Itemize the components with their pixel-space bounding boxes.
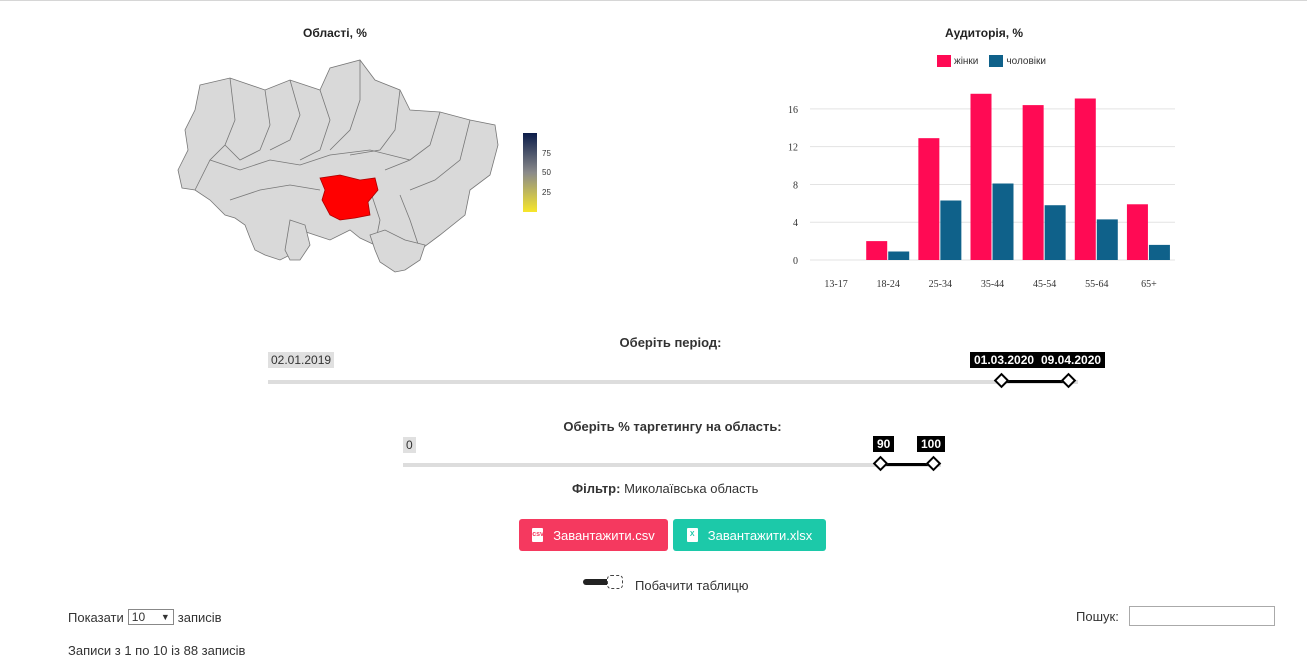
bar-men	[888, 251, 910, 260]
download-csv-button[interactable]: csv Завантажити.csv	[519, 519, 668, 551]
legend-tick: 50	[542, 168, 551, 177]
legend-tick: 25	[542, 188, 551, 197]
x-tick-label: 25-34	[929, 279, 952, 290]
table-info: Записи з 1 по 10 із 88 записів	[68, 643, 246, 658]
ukraine-map[interactable]	[170, 50, 530, 290]
bar-men	[1044, 205, 1066, 260]
period-to-handle[interactable]	[1060, 372, 1077, 389]
targeting-from-handle[interactable]	[872, 455, 889, 472]
bar-men	[940, 200, 962, 260]
toggle-knob	[607, 575, 623, 589]
bar-women	[1074, 98, 1096, 260]
search-input[interactable]	[1129, 606, 1275, 626]
legend-label-women: жінки	[954, 55, 979, 67]
bar-women	[918, 138, 940, 260]
map-title: Області, %	[303, 26, 367, 40]
legend-tick: 75	[542, 149, 551, 158]
legend-swatch-women	[937, 55, 951, 67]
search-label: Пошук:	[1076, 609, 1119, 624]
download-xlsx-label: Завантажити.xlsx	[707, 527, 813, 543]
x-tick-label: 55-64	[1085, 279, 1108, 290]
legend-label-men: чоловіки	[1006, 55, 1046, 67]
x-tick-label: 65+	[1141, 279, 1157, 290]
chart-title: Аудиторія, %	[945, 26, 1024, 40]
filter-value: Миколаївська область	[624, 481, 759, 496]
bar-women	[866, 241, 888, 260]
y-tick-label: 12	[788, 143, 798, 154]
x-tick-label: 45-54	[1033, 279, 1056, 290]
bar-women	[1022, 105, 1044, 260]
period-from-label: 01.03.2020	[970, 352, 1039, 368]
bar-women	[970, 93, 992, 261]
bar-men	[992, 183, 1014, 260]
targeting-track[interactable]	[403, 463, 941, 467]
map-region	[177, 59, 499, 261]
map-region-selected	[319, 174, 379, 221]
show-suffix: записів	[177, 609, 222, 625]
y-tick-label: 16	[788, 105, 798, 116]
x-tick-label: 35-44	[981, 279, 1004, 290]
targeting-from-label: 90	[873, 436, 895, 452]
download-csv-label: Завантажити.csv	[553, 527, 655, 543]
bar-men	[1148, 244, 1170, 260]
top-divider	[0, 0, 1307, 1]
period-track[interactable]	[268, 380, 1078, 384]
show-prefix: Показати	[68, 609, 124, 625]
toggle-label: Побачити таблицю	[635, 578, 749, 593]
table-toggle[interactable]	[583, 575, 627, 589]
y-tick-label: 8	[793, 180, 798, 191]
x-tick-label: 13-17	[824, 279, 847, 290]
period-selection	[1003, 380, 1070, 383]
filter-label: Фільтр:	[572, 481, 621, 496]
y-tick-label: 4	[793, 218, 798, 229]
period-min-label: 02.01.2019	[268, 352, 335, 368]
targeting-label: Оберіть % таргетингу на область:	[563, 419, 782, 434]
page-size-control: Показати 10 ▼ записів	[68, 609, 222, 625]
targeting-min-label: 0	[403, 437, 416, 453]
map-color-legend: 75 50 25	[523, 133, 551, 212]
targeting-selection	[882, 463, 935, 466]
page-size-value: 10	[131, 610, 146, 624]
file-excel-icon: X	[686, 528, 698, 542]
map-region	[284, 219, 311, 261]
toggle-track	[583, 579, 621, 585]
period-label: Оберіть період:	[619, 335, 722, 350]
audience-bar-chart: 0 4 8 12 16 13-17 18-24 25-34 35-44 45-54 55-64 65+	[788, 93, 1175, 290]
chart-legend: жінки чоловіки	[937, 55, 1046, 67]
map-region	[369, 229, 426, 273]
y-tick-label: 0	[793, 256, 798, 267]
legend-swatch-men	[989, 55, 1004, 67]
period-to-label: 09.04.2020	[1037, 352, 1106, 368]
bar-women	[1126, 204, 1148, 260]
filter-text: Фільтр: Миколаївська область	[572, 481, 758, 496]
targeting-to-label: 100	[917, 436, 946, 452]
chevron-down-icon: ▼	[160, 612, 170, 622]
period-from-handle[interactable]	[993, 372, 1010, 389]
file-csv-icon: csv	[532, 528, 544, 542]
page-size-select[interactable]: 10 ▼	[127, 609, 174, 625]
targeting-to-handle[interactable]	[925, 455, 942, 472]
download-xlsx-button[interactable]: X Завантажити.xlsx	[673, 519, 826, 551]
bar-men	[1096, 219, 1118, 260]
x-tick-label: 18-24	[877, 279, 900, 290]
